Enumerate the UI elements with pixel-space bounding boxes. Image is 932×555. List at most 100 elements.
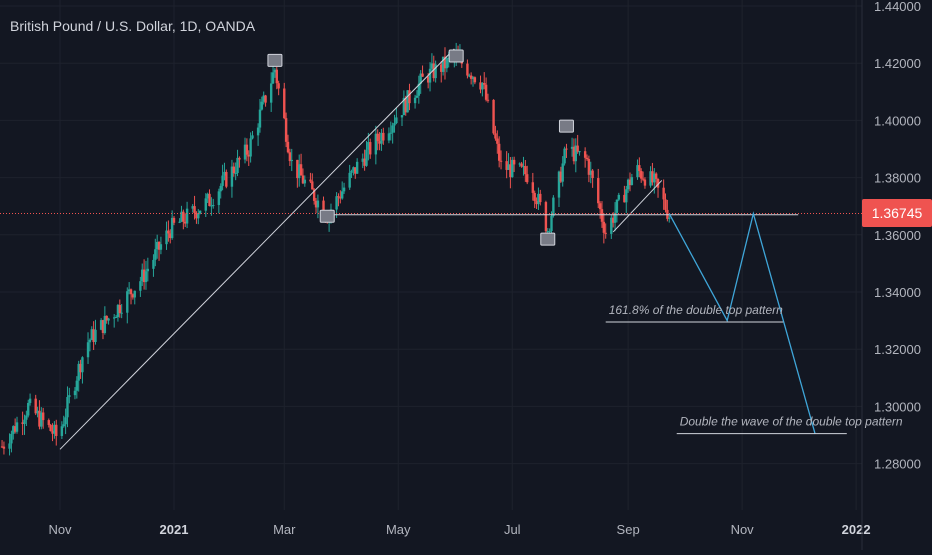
candle-body xyxy=(656,178,660,188)
candle-body xyxy=(152,259,155,269)
candle-body xyxy=(0,446,4,448)
candle-body xyxy=(617,194,620,200)
candle-body xyxy=(155,241,159,250)
candle-body xyxy=(443,56,447,69)
y-tick-label: 1.40000 xyxy=(874,113,921,128)
y-tick-label: 1.36000 xyxy=(874,228,921,243)
candle-body xyxy=(337,196,340,198)
candle-body xyxy=(223,171,226,176)
candle-body xyxy=(314,200,318,208)
candle-body xyxy=(479,82,482,90)
candle-body xyxy=(238,157,241,160)
candle-body xyxy=(526,174,529,183)
candle-body xyxy=(77,363,80,381)
candle-body xyxy=(38,410,41,427)
candle-body xyxy=(234,172,237,174)
candle-body xyxy=(428,68,432,83)
candle-body xyxy=(653,173,656,183)
candle-body xyxy=(640,171,643,179)
candle-body xyxy=(600,209,604,222)
candle-body xyxy=(165,230,168,245)
candle-body xyxy=(421,73,424,77)
candle-body xyxy=(146,268,150,272)
candle-body xyxy=(62,424,65,427)
candle-body xyxy=(258,109,262,128)
candle-body xyxy=(28,398,32,403)
candle-body xyxy=(587,159,591,175)
candle-body xyxy=(249,138,252,157)
candle-body xyxy=(342,187,346,192)
x-tick-label: Nov xyxy=(48,522,72,537)
candle-body xyxy=(610,217,613,234)
candle-body xyxy=(180,211,183,222)
candle-body xyxy=(552,197,555,216)
candle-body xyxy=(602,221,606,233)
candle-body xyxy=(505,161,508,170)
candle-body xyxy=(559,171,563,182)
candle-body xyxy=(484,84,488,100)
candle-body xyxy=(296,159,299,179)
candle-body xyxy=(440,64,443,72)
candle-body xyxy=(468,75,471,77)
y-tick-label: 1.38000 xyxy=(874,171,921,186)
candle-body xyxy=(219,185,222,192)
candle-body xyxy=(256,127,260,136)
candle-body xyxy=(191,206,194,209)
candle-body xyxy=(221,175,224,186)
candle-body xyxy=(591,170,594,179)
candle-body xyxy=(518,163,521,165)
candle-body xyxy=(40,412,43,427)
symbol-title: British Pound / U.S. Dollar, 1D, OANDA xyxy=(10,18,256,34)
candle-body xyxy=(2,446,6,449)
candle-body xyxy=(53,424,56,434)
x-tick-label: Jul xyxy=(504,522,521,537)
candle-body xyxy=(365,149,368,166)
x-tick-label: Nov xyxy=(731,522,755,537)
candle-body xyxy=(352,167,355,171)
candle-body xyxy=(204,198,207,211)
y-tick-label: 1.44000 xyxy=(874,0,921,14)
candle-body xyxy=(509,164,512,178)
candle-body xyxy=(277,83,280,89)
candle-body xyxy=(284,118,288,142)
candle-body xyxy=(309,179,312,182)
candle-body xyxy=(251,135,254,139)
candle-body xyxy=(651,171,654,183)
candle-body xyxy=(524,166,527,175)
candle-body xyxy=(497,143,501,161)
candle-body xyxy=(563,148,566,164)
candle-body xyxy=(641,178,645,180)
candle-body xyxy=(73,390,77,396)
candle-body xyxy=(561,163,564,182)
candle-body xyxy=(27,402,30,416)
candle-body xyxy=(232,166,236,174)
candle-body xyxy=(402,97,406,116)
candle-body xyxy=(316,200,320,208)
candle-body xyxy=(129,289,133,295)
candle-body xyxy=(426,76,430,83)
candle-body xyxy=(236,157,239,173)
candle-body xyxy=(512,159,516,165)
candle-body xyxy=(286,141,290,153)
candle-body xyxy=(550,215,553,232)
candle-body xyxy=(625,189,628,203)
candle-body xyxy=(131,294,135,298)
projection-path xyxy=(668,211,816,434)
candle-body xyxy=(626,179,630,190)
candle-body xyxy=(522,166,525,168)
candle-body xyxy=(36,410,39,414)
candle-body xyxy=(301,175,305,184)
candle-body xyxy=(630,177,634,186)
candle-body xyxy=(47,420,50,425)
candle-body xyxy=(623,194,626,203)
candle-body xyxy=(34,398,37,414)
candle-body xyxy=(354,167,357,174)
candle-body xyxy=(348,172,351,188)
candle-body xyxy=(382,132,385,141)
candle-body xyxy=(94,329,97,343)
candle-body xyxy=(565,148,568,150)
candle-body xyxy=(604,232,607,234)
candle-body xyxy=(178,221,181,223)
